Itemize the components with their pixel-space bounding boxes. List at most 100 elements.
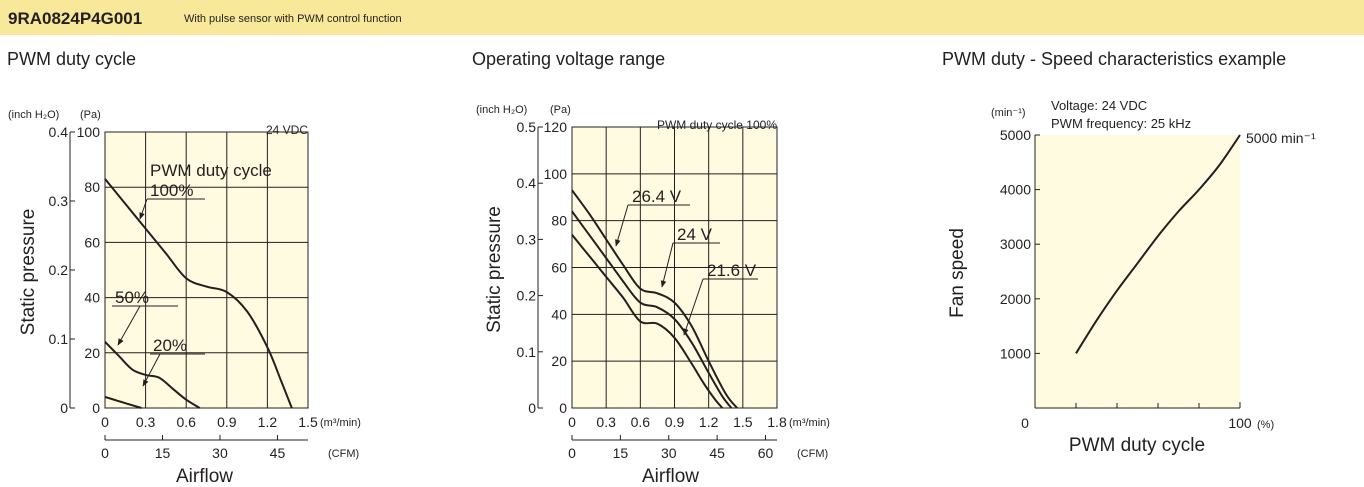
c1-series-label: 24 V bbox=[677, 225, 713, 244]
c0-annotation: 24 VDC bbox=[266, 123, 308, 137]
c1-x-tick-label: 1.8 bbox=[767, 414, 787, 430]
c1-callout-264 bbox=[615, 204, 629, 247]
c1-x-tick-label: 0 bbox=[568, 414, 576, 430]
c0-x-unit: (m³/min) bbox=[320, 417, 361, 429]
c0-series-label: 50% bbox=[115, 288, 149, 307]
c1-inch-tick-label: 0.5 bbox=[517, 119, 537, 135]
c1-cfm-unit: (CFM) bbox=[797, 448, 828, 460]
c0-x-tick-label: 1.2 bbox=[258, 414, 278, 430]
c0-pa-tick-label: 40 bbox=[84, 290, 100, 306]
c0-callout-20 bbox=[142, 353, 161, 387]
c1-plot-frame bbox=[571, 126, 778, 409]
c2-x-unit: (%) bbox=[1257, 419, 1274, 431]
chart2-title: Operating voltage range bbox=[472, 49, 666, 69]
c2-y-tick-label: 1000 bbox=[1000, 345, 1031, 361]
c2-x-tick-label: 100 bbox=[1228, 415, 1252, 431]
c0-x-axis-label: Airflow bbox=[176, 466, 233, 487]
c1-callout-24 bbox=[660, 242, 674, 288]
c0-pa-unit: (Pa) bbox=[80, 109, 101, 121]
c1-x-tick-label: 1.5 bbox=[733, 414, 753, 430]
c0-y-axis-label: Static pressure bbox=[18, 209, 39, 336]
c0-inch-tick-label: 0.3 bbox=[49, 193, 69, 209]
c0-series-label: 20% bbox=[153, 336, 187, 355]
c1-cfm-tick-label: 30 bbox=[661, 445, 677, 461]
c2-annotation: Voltage: 24 VDC bbox=[1051, 98, 1147, 113]
c0-series-line bbox=[104, 341, 201, 409]
chart1-title: PWM duty cycle bbox=[7, 49, 137, 69]
c0-inch-tick-label: 0 bbox=[60, 400, 68, 416]
c0-inch-tick-label: 0.1 bbox=[49, 331, 69, 347]
c0-callout-50 bbox=[117, 305, 141, 346]
c0-cfm-unit: (CFM) bbox=[328, 448, 359, 460]
c1-series-line bbox=[571, 234, 724, 409]
c2-y-tick-label: 4000 bbox=[1000, 182, 1031, 198]
c1-x-tick-label: 0.6 bbox=[631, 414, 651, 430]
c0-x-tick-label: 1.5 bbox=[298, 414, 318, 430]
c2-annotation: PWM frequency: 25 kHz bbox=[1051, 116, 1191, 131]
c1-x-tick-label: 0.9 bbox=[665, 414, 685, 430]
chart3-title: PWM duty - Speed characteristics example bbox=[942, 49, 1287, 69]
header-bar: 9RA0824P4G001 With pulse sensor with PWM… bbox=[0, 0, 1364, 35]
c1-series-line bbox=[571, 210, 733, 409]
c1-inch-unit: (inch H₂O) bbox=[476, 104, 527, 116]
c1-annotation: PWM duty cycle 100% bbox=[657, 118, 777, 132]
c1-callout-216 bbox=[683, 278, 704, 336]
c0-inch-tick-label: 0.2 bbox=[49, 262, 69, 278]
c0-x-tick-label: 0.3 bbox=[136, 414, 156, 430]
c1-cfm-tick-label: 60 bbox=[758, 445, 774, 461]
c1-pa-tick-label: 80 bbox=[551, 213, 567, 229]
c1-cfm-tick-label: 15 bbox=[613, 445, 629, 461]
c1-x-tick-label: 1.2 bbox=[699, 414, 719, 430]
c0-legend-title: PWM duty cycle bbox=[150, 161, 272, 180]
c0-series-line bbox=[104, 396, 142, 409]
c1-series-label: 26.4 V bbox=[632, 187, 682, 206]
c0-inch-unit: (inch H₂O) bbox=[8, 109, 59, 121]
c0-plot-frame bbox=[104, 131, 309, 409]
c0-series-label: 100% bbox=[150, 181, 193, 200]
c0-cfm-tick-label: 0 bbox=[101, 445, 109, 461]
c0-x-tick-label: 0 bbox=[101, 414, 109, 430]
c0-series-line bbox=[104, 178, 293, 409]
c1-pa-tick-label: 120 bbox=[544, 119, 568, 135]
c2-end-label: 5000 min⁻¹ bbox=[1246, 130, 1316, 146]
c1-pa-tick-label: 40 bbox=[551, 306, 567, 322]
c0-pa-tick-label: 60 bbox=[84, 234, 100, 250]
model-subtitle: With pulse sensor with PWM control funct… bbox=[184, 13, 402, 25]
c1-series-line bbox=[571, 189, 738, 409]
c1-x-axis-label: Airflow bbox=[642, 466, 699, 487]
c1-y-axis-label: Static pressure bbox=[484, 206, 505, 333]
c0-cfm-tick-label: 30 bbox=[212, 445, 228, 461]
c1-pa-unit: (Pa) bbox=[550, 104, 571, 116]
c0-callout-100 bbox=[139, 198, 148, 220]
c2-x-tick-label: 0 bbox=[1021, 415, 1029, 431]
c0-pa-tick-label: 20 bbox=[84, 345, 100, 361]
c1-cfm-tick-label: 0 bbox=[568, 445, 576, 461]
c1-x-tick-label: 0.3 bbox=[596, 414, 616, 430]
c0-pa-tick-label: 80 bbox=[84, 179, 100, 195]
c2-plot-area bbox=[1035, 135, 1240, 408]
c0-cfm-tick-label: 45 bbox=[270, 445, 286, 461]
c1-inch-tick-label: 0.3 bbox=[517, 231, 537, 247]
c0-cfm-tick-label: 15 bbox=[155, 445, 171, 461]
c1-inch-tick-label: 0.4 bbox=[517, 175, 537, 191]
c2-y-tick-label: 3000 bbox=[1000, 236, 1031, 252]
c1-pa-tick-label: 0 bbox=[559, 400, 567, 416]
c0-inch-tick-label: 0.4 bbox=[49, 124, 69, 140]
c1-pa-tick-label: 100 bbox=[544, 166, 568, 182]
c2-y-tick-label: 2000 bbox=[1000, 291, 1031, 307]
c2-series-line bbox=[1075, 134, 1241, 354]
c0-pa-tick-label: 100 bbox=[77, 124, 101, 140]
c1-series-label: 21.6 V bbox=[707, 261, 757, 280]
c0-pa-tick-label: 0 bbox=[92, 400, 100, 416]
c2-y-unit: (min⁻¹) bbox=[991, 107, 1026, 119]
c0-x-tick-label: 0.6 bbox=[176, 414, 196, 430]
model-number: 9RA0824P4G001 bbox=[8, 9, 143, 28]
c1-inch-tick-label: 0.2 bbox=[517, 288, 537, 304]
c1-pa-tick-label: 20 bbox=[551, 353, 567, 369]
c1-pa-tick-label: 60 bbox=[551, 260, 567, 276]
c1-x-unit: (m³/min) bbox=[789, 417, 830, 429]
c1-inch-tick-label: 0 bbox=[528, 400, 536, 416]
c2-y-tick-label: 5000 bbox=[1000, 127, 1031, 143]
c2-x-axis-label: PWM duty cycle bbox=[1069, 435, 1205, 456]
c2-y-axis-label: Fan speed bbox=[947, 228, 968, 318]
